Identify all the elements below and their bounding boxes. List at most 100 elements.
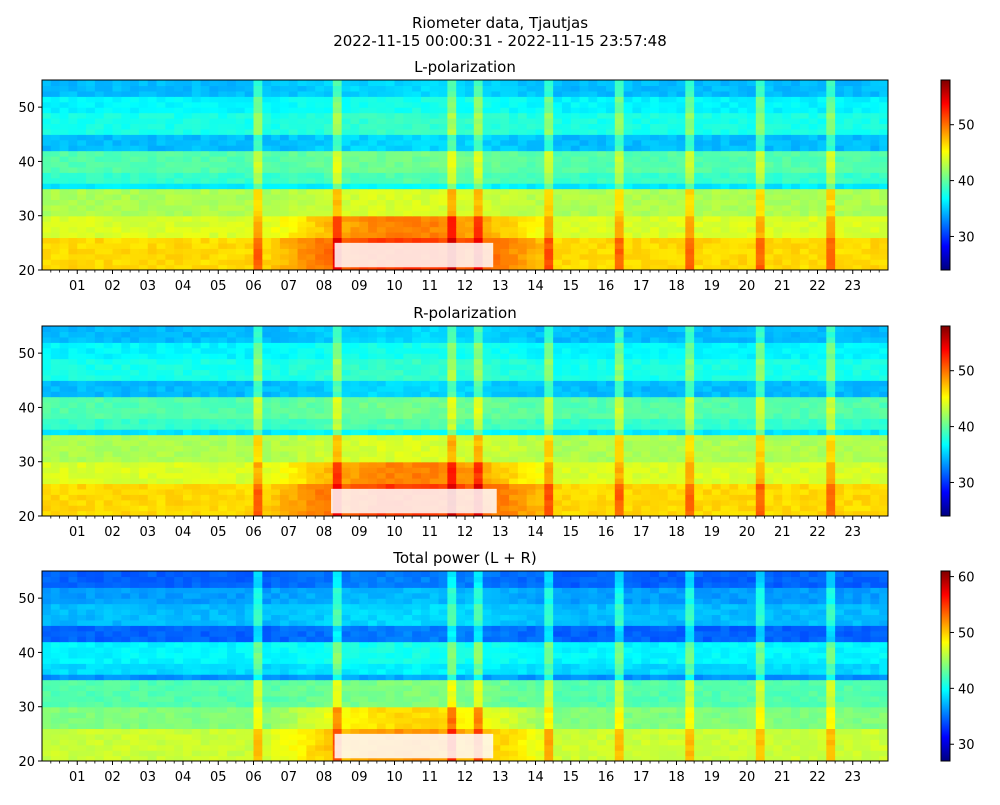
heatmap-cell (95, 429, 104, 435)
heatmap-cell (879, 505, 888, 511)
heatmap-cell (42, 440, 51, 446)
heatmap-cell (712, 216, 721, 222)
heatmap-cell (350, 167, 359, 173)
heatmap-cell (104, 500, 113, 506)
heatmap-cell (86, 494, 95, 500)
heatmap-cell (571, 232, 580, 238)
heatmap-cell (685, 107, 694, 113)
heatmap-cell (685, 189, 694, 195)
heatmap-cell (306, 473, 315, 479)
heatmap-cell (350, 216, 359, 222)
heatmap-cell (395, 194, 404, 200)
heatmap-cell (174, 156, 183, 162)
heatmap-cell (491, 178, 500, 184)
heatmap-cell (729, 227, 738, 233)
heatmap-cell (350, 156, 359, 162)
heatmap-cell (456, 467, 465, 473)
heatmap-cell (447, 483, 456, 489)
heatmap-cell (201, 248, 210, 254)
heatmap-cell (209, 500, 218, 506)
heatmap-cell (853, 456, 862, 462)
heatmap-cell (298, 91, 307, 97)
heatmap-cell (157, 140, 166, 146)
heatmap-cell (685, 248, 694, 254)
heatmap-cell (298, 489, 307, 495)
heatmap-cell (386, 134, 395, 140)
heatmap-cell (729, 254, 738, 260)
heatmap-cell (509, 221, 518, 227)
heatmap-cell (254, 216, 263, 222)
heatmap-cell (588, 178, 597, 184)
heatmap-cell (262, 205, 271, 211)
heatmap-cell (245, 199, 254, 205)
heatmap-cell (86, 243, 95, 249)
heatmap-cell (42, 113, 51, 119)
heatmap-cell (280, 243, 289, 249)
heatmap-cell (209, 259, 218, 265)
heatmap-cell (298, 178, 307, 184)
heatmap-cell (632, 194, 641, 200)
heatmap-cell (509, 178, 518, 184)
heatmap-cell (562, 156, 571, 162)
heatmap-cell (712, 172, 721, 178)
heatmap-cell (677, 232, 686, 238)
heatmap-cell (729, 199, 738, 205)
heatmap-cell (86, 161, 95, 167)
heatmap-cell (86, 96, 95, 102)
heatmap-cell (536, 489, 545, 495)
x-tick-label: 09 (351, 279, 368, 294)
heatmap-cell (227, 156, 236, 162)
heatmap-cell (632, 227, 641, 233)
heatmap-cell (580, 189, 589, 195)
heatmap-cell (51, 243, 60, 249)
heatmap-cell (68, 80, 77, 86)
heatmap-cell (412, 140, 421, 146)
heatmap-cell (421, 451, 430, 457)
heatmap-cell (650, 107, 659, 113)
heatmap-cell (421, 102, 430, 108)
heatmap-cell (139, 505, 148, 511)
heatmap-cell (624, 189, 633, 195)
heatmap-cell (130, 494, 139, 500)
heatmap-cell (289, 500, 298, 506)
heatmap-cell (615, 118, 624, 124)
heatmap-cell (412, 483, 421, 489)
heatmap-cell (95, 118, 104, 124)
heatmap-cell (447, 194, 456, 200)
heatmap-cell (509, 435, 518, 441)
heatmap-cell (395, 456, 404, 462)
heatmap-cell (694, 216, 703, 222)
heatmap-cell (809, 216, 818, 222)
heatmap-cell (483, 451, 492, 457)
heatmap-cell (879, 189, 888, 195)
heatmap-cell (245, 189, 254, 195)
heatmap-cell (60, 102, 69, 108)
heatmap-cell (130, 96, 139, 102)
heatmap-cell (113, 221, 122, 227)
heatmap-cell (465, 140, 474, 146)
heatmap-cell (289, 151, 298, 157)
heatmap-cell (659, 216, 668, 222)
heatmap-cell (377, 451, 386, 457)
heatmap-cell (500, 248, 509, 254)
heatmap-cell (500, 85, 509, 91)
heatmap-cell (738, 107, 747, 113)
heatmap-cell (562, 205, 571, 211)
heatmap-cell (632, 118, 641, 124)
heatmap-cell (386, 156, 395, 162)
heatmap-cell (324, 167, 333, 173)
heatmap-cell (553, 145, 562, 151)
heatmap-cell (712, 483, 721, 489)
heatmap-cell (800, 478, 809, 484)
heatmap-cell (395, 199, 404, 205)
heatmap-cell (209, 123, 218, 129)
heatmap-plot-area (42, 326, 889, 517)
heatmap-cell (456, 107, 465, 113)
heatmap-cell (201, 107, 210, 113)
heatmap-cell (174, 483, 183, 489)
heatmap-cell (465, 102, 474, 108)
heatmap-cell (60, 237, 69, 243)
heatmap-cell (465, 473, 474, 479)
heatmap-cell (791, 156, 800, 162)
heatmap-cell (262, 221, 271, 227)
